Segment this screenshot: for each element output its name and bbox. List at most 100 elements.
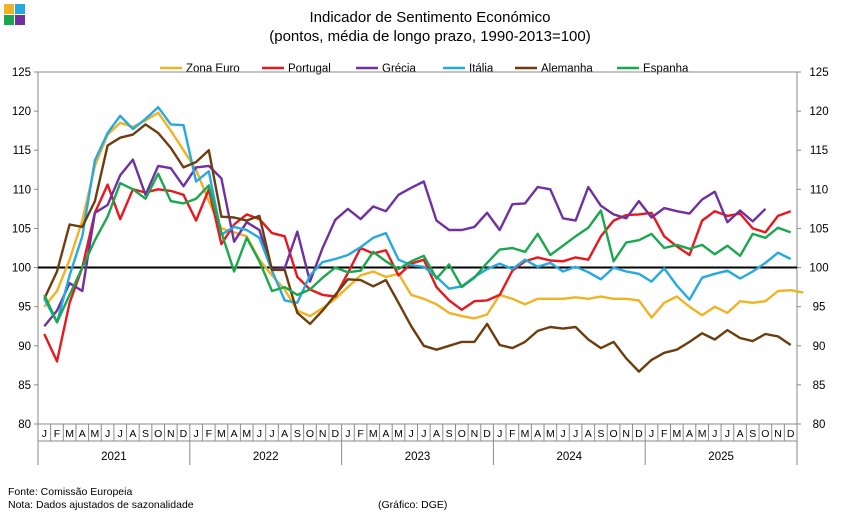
x-tick-label-month: A bbox=[129, 428, 136, 440]
x-tick-label-month: F bbox=[357, 428, 363, 440]
x-tick-label-month: O bbox=[458, 428, 466, 440]
x-tick-label-month: J bbox=[497, 428, 502, 440]
x-tick-label-month: A bbox=[534, 428, 541, 440]
series-line-alemanha bbox=[43, 123, 792, 373]
x-tick-label-month: S bbox=[294, 428, 301, 440]
logo-square-3 bbox=[4, 15, 14, 25]
y-tick-label-left: 105 bbox=[12, 223, 31, 235]
series-lines bbox=[43, 105, 804, 373]
series-line-italia bbox=[43, 105, 792, 324]
x-tick-label-month: F bbox=[206, 428, 212, 440]
x-tick-label-month: A bbox=[231, 428, 238, 440]
chart-subtitle: (pontos, média de longo prazo, 1990-2013… bbox=[269, 28, 590, 45]
x-tick-label-month: O bbox=[761, 428, 769, 440]
x-tick-label-month: O bbox=[609, 428, 617, 440]
x-tick-label-month: A bbox=[585, 428, 592, 440]
y-tick-label-left: 125 bbox=[12, 67, 31, 79]
series-line-zona-euro bbox=[43, 111, 804, 320]
x-tick-label-month: J bbox=[42, 428, 47, 440]
x-tick-label-month: S bbox=[749, 428, 756, 440]
x-tick-label-month: M bbox=[91, 428, 100, 440]
y-tick-label-left: 85 bbox=[18, 380, 31, 392]
y-tick-label-left: 90 bbox=[18, 341, 31, 353]
x-tick-label-month: O bbox=[306, 428, 314, 440]
x-tick-label-month: S bbox=[597, 428, 604, 440]
x-tick-label-month: A bbox=[382, 428, 389, 440]
x-tick-label-month: J bbox=[560, 428, 565, 440]
x-tick-label-month: D bbox=[180, 428, 188, 440]
x-tick-label-month: A bbox=[79, 428, 86, 440]
source-note: Fonte: Comissão Europeia bbox=[8, 486, 133, 498]
adjustment-note: Nota: Dados ajustados de sazonalidade bbox=[8, 499, 194, 511]
x-tick-label-month: J bbox=[649, 428, 654, 440]
x-tick-label-year: 2022 bbox=[253, 451, 279, 463]
logo-square-1 bbox=[4, 4, 14, 14]
x-tick-label-month: N bbox=[471, 428, 479, 440]
y-tick-label-right: 90 bbox=[813, 341, 826, 353]
x-tick-label-month: J bbox=[269, 428, 274, 440]
legend-label-alemanha: Alemanha bbox=[541, 63, 593, 75]
y-tick-label-right: 110 bbox=[810, 184, 828, 196]
y-tick-label-left: 100 bbox=[12, 263, 31, 275]
x-tick-label-month: D bbox=[635, 428, 643, 440]
x-tick-label-month: S bbox=[446, 428, 453, 440]
x-tick-label-month: F bbox=[509, 428, 515, 440]
legend-label-italia: Itália bbox=[469, 63, 494, 75]
y-tick-label-right: 100 bbox=[809, 263, 828, 275]
y-tick-label-left: 110 bbox=[13, 184, 31, 196]
x-tick-label-month: M bbox=[369, 428, 378, 440]
series-line-grecia bbox=[43, 158, 767, 327]
x-tick-label-month: N bbox=[319, 428, 327, 440]
x-tick-label-month: N bbox=[622, 428, 630, 440]
x-tick-label-year: 2023 bbox=[405, 451, 431, 463]
chart-credit: (Gráfico: DGE) bbox=[378, 499, 448, 511]
legend-label-portugal: Portugal bbox=[288, 63, 331, 75]
x-tick-label-month: F bbox=[54, 428, 60, 440]
x-tick-label-month: O bbox=[154, 428, 162, 440]
x-tick-label-month: D bbox=[331, 428, 339, 440]
x-tick-label-month: D bbox=[787, 428, 795, 440]
legend-label-grecia: Grécia bbox=[382, 63, 416, 75]
x-tick-label-month: J bbox=[105, 428, 110, 440]
logo-square-4 bbox=[15, 15, 25, 25]
x-tick-label-month: J bbox=[725, 428, 730, 440]
x-tick-label-month: F bbox=[661, 428, 667, 440]
dge-logo bbox=[4, 4, 26, 26]
x-tick-label-month: A bbox=[737, 428, 744, 440]
logo-square-2 bbox=[15, 4, 25, 14]
axes: 80 80 85 85 90 90 95 95 100 100 105 105 110 110 115 115… bbox=[12, 67, 829, 465]
y-tick-label-left: 120 bbox=[12, 106, 31, 118]
y-tick-label-left: 115 bbox=[13, 145, 31, 157]
x-tick-label-month: M bbox=[521, 428, 530, 440]
y-tick-label-right: 95 bbox=[813, 302, 826, 314]
x-tick-label-year: 2021 bbox=[101, 451, 127, 463]
x-tick-label-month: J bbox=[573, 428, 578, 440]
series-line-espanha bbox=[43, 172, 792, 324]
x-tick-label-month: J bbox=[712, 428, 717, 440]
y-tick-label-right: 80 bbox=[813, 419, 826, 431]
legend-label-zona-euro: Zona Euro bbox=[186, 63, 240, 75]
x-tick-label-year: 2025 bbox=[708, 451, 734, 463]
x-tick-label-month: A bbox=[433, 428, 440, 440]
x-tick-label-month: J bbox=[345, 428, 350, 440]
y-tick-label-right: 115 bbox=[810, 145, 828, 157]
y-tick-label-right: 85 bbox=[813, 380, 826, 392]
y-tick-label-right: 125 bbox=[809, 67, 828, 79]
x-tick-label-month: M bbox=[546, 428, 555, 440]
series-line-portugal bbox=[43, 183, 792, 363]
x-tick-label-month: S bbox=[142, 428, 149, 440]
x-tick-label-month: N bbox=[774, 428, 782, 440]
x-tick-label-month: N bbox=[167, 428, 175, 440]
x-tick-label-month: M bbox=[65, 428, 74, 440]
x-tick-label-month: M bbox=[242, 428, 251, 440]
x-tick-label-month: J bbox=[257, 428, 262, 440]
x-tick-label-month: D bbox=[483, 428, 491, 440]
x-tick-label-month: J bbox=[118, 428, 123, 440]
y-tick-label-right: 105 bbox=[809, 223, 828, 235]
x-tick-label-month: A bbox=[686, 428, 693, 440]
x-tick-label-month: M bbox=[394, 428, 403, 440]
y-tick-label-right: 120 bbox=[809, 106, 828, 118]
x-tick-label-month: A bbox=[281, 428, 288, 440]
x-tick-label-month: M bbox=[698, 428, 707, 440]
